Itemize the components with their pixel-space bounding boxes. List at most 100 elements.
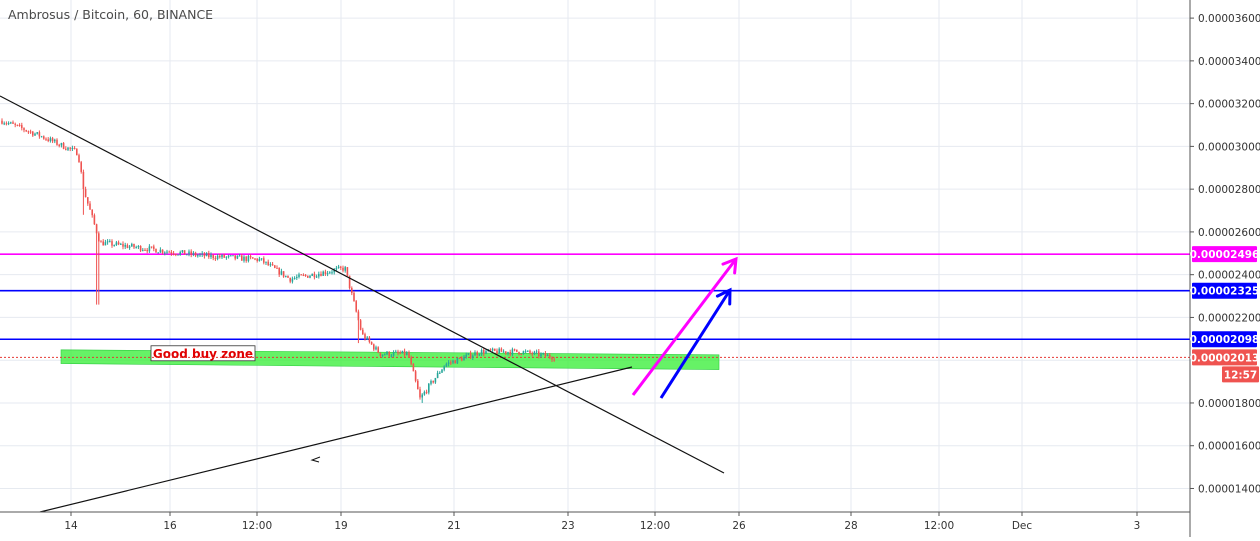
candle-body[interactable] xyxy=(313,273,316,278)
candle-body[interactable] xyxy=(62,143,65,149)
ascending-trendline[interactable] xyxy=(39,366,633,513)
candle-body[interactable] xyxy=(430,381,432,384)
candle-body[interactable] xyxy=(538,351,540,357)
candle-body[interactable] xyxy=(324,271,327,275)
candle-body[interactable] xyxy=(197,255,199,257)
candle-body[interactable] xyxy=(553,359,555,361)
candle-body[interactable] xyxy=(194,252,197,256)
candle-body[interactable] xyxy=(544,353,547,357)
candle-body[interactable] xyxy=(256,258,258,261)
candle-body[interactable] xyxy=(69,147,71,149)
candle-body[interactable] xyxy=(16,124,19,126)
candle-body[interactable] xyxy=(379,352,382,356)
candle-body[interactable] xyxy=(425,391,428,393)
candle-body[interactable] xyxy=(293,277,296,279)
candle-body[interactable] xyxy=(214,258,217,260)
candle-body[interactable] xyxy=(183,250,186,255)
candle-body[interactable] xyxy=(287,275,289,278)
candle-body[interactable] xyxy=(485,350,487,354)
candle-body[interactable] xyxy=(128,246,131,248)
candle-body[interactable] xyxy=(131,244,133,247)
candle-body[interactable] xyxy=(113,245,115,247)
candle-body[interactable] xyxy=(406,352,408,355)
candle-body[interactable] xyxy=(423,391,426,395)
candle-body[interactable] xyxy=(249,256,252,258)
candle-body[interactable] xyxy=(29,131,32,133)
candle-body[interactable] xyxy=(300,274,302,276)
candle-body[interactable] xyxy=(408,352,410,358)
candle-body[interactable] xyxy=(516,349,518,352)
candle-body[interactable] xyxy=(225,256,228,258)
candle-body[interactable] xyxy=(40,136,43,138)
candle-body[interactable] xyxy=(362,329,364,335)
candle-body[interactable] xyxy=(115,242,118,246)
candle-body[interactable] xyxy=(370,341,373,345)
candle-body[interactable] xyxy=(467,353,470,355)
candle-body[interactable] xyxy=(513,349,516,351)
candle-body[interactable] xyxy=(377,347,379,353)
candle-body[interactable] xyxy=(298,274,300,277)
candle-body[interactable] xyxy=(78,155,80,163)
candle-body[interactable] xyxy=(353,292,355,302)
candle-body[interactable] xyxy=(252,257,254,259)
candle-body[interactable] xyxy=(155,248,157,253)
candle-body[interactable] xyxy=(3,123,5,125)
candle-body[interactable] xyxy=(14,123,16,125)
candle-body[interactable] xyxy=(469,353,472,358)
candle-body[interactable] xyxy=(10,122,12,124)
candle-body[interactable] xyxy=(199,254,201,256)
candle-body[interactable] xyxy=(190,251,192,255)
candle-body[interactable] xyxy=(45,138,47,140)
candle-body[interactable] xyxy=(161,249,164,253)
candle-body[interactable] xyxy=(223,254,225,258)
candle-body[interactable] xyxy=(421,394,423,398)
candle-body[interactable] xyxy=(340,266,342,268)
candle-body[interactable] xyxy=(450,362,452,364)
candle-body[interactable] xyxy=(296,276,298,278)
candle-body[interactable] xyxy=(395,351,397,353)
candle-body[interactable] xyxy=(93,215,96,225)
candle-body[interactable] xyxy=(7,123,10,125)
candle-body[interactable] xyxy=(392,352,395,356)
candles[interactable] xyxy=(1,118,555,403)
candle-body[interactable] xyxy=(245,256,247,261)
candle-body[interactable] xyxy=(527,350,529,352)
candle-body[interactable] xyxy=(454,360,456,364)
candle-body[interactable] xyxy=(192,252,195,255)
candle-body[interactable] xyxy=(489,349,492,351)
candle-body[interactable] xyxy=(505,351,507,354)
candle-body[interactable] xyxy=(412,363,415,372)
candle-body[interactable] xyxy=(320,273,322,276)
candle-body[interactable] xyxy=(368,337,371,342)
candle-body[interactable] xyxy=(203,253,206,257)
candle-body[interactable] xyxy=(289,277,291,282)
candle-body[interactable] xyxy=(269,264,272,266)
candle-body[interactable] xyxy=(285,275,287,277)
candle-body[interactable] xyxy=(419,389,421,398)
candle-body[interactable] xyxy=(122,243,124,247)
candle-body[interactable] xyxy=(434,378,437,383)
candle-body[interactable] xyxy=(117,242,120,245)
candle-body[interactable] xyxy=(172,253,175,255)
candle-body[interactable] xyxy=(168,251,170,253)
candle-body[interactable] xyxy=(494,348,496,351)
candle-body[interactable] xyxy=(474,352,476,356)
candle-body[interactable] xyxy=(491,348,494,351)
candle-body[interactable] xyxy=(531,352,533,355)
candle-body[interactable] xyxy=(456,357,459,364)
candle-body[interactable] xyxy=(230,255,232,257)
candle-body[interactable] xyxy=(263,258,265,263)
candle-body[interactable] xyxy=(34,133,36,136)
candle-body[interactable] xyxy=(27,131,30,133)
candle-body[interactable] xyxy=(157,252,159,254)
candle-body[interactable] xyxy=(76,148,78,156)
candle-body[interactable] xyxy=(65,148,67,150)
candle-body[interactable] xyxy=(153,246,155,249)
candle-body[interactable] xyxy=(366,337,368,340)
blue-target-arrow[interactable] xyxy=(659,289,732,399)
candle-body[interactable] xyxy=(139,245,142,251)
candle-body[interactable] xyxy=(410,357,412,364)
candle-body[interactable] xyxy=(98,233,100,242)
